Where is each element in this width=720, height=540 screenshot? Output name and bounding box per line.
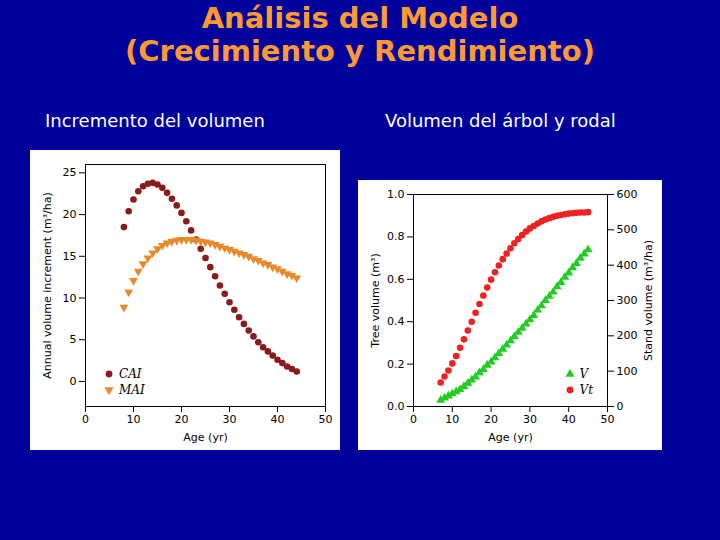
- svg-text:10: 10: [63, 292, 77, 305]
- svg-text:0: 0: [70, 375, 77, 388]
- svg-text:400: 400: [617, 259, 638, 272]
- html-text:Análisis del Modelo: Análisis del Modelo: [201, 1, 519, 35]
- svg-text:600: 600: [617, 188, 638, 201]
- svg-text:50: 50: [601, 413, 615, 426]
- svg-text:40: 40: [271, 413, 285, 426]
- html-text:Volumen del árbol y rodal: Volumen del árbol y rodal: [385, 110, 616, 131]
- svg-text:0.8: 0.8: [387, 230, 405, 243]
- html-text:CAI: CAI: [119, 367, 142, 381]
- svg-text:20: 20: [63, 208, 77, 221]
- svg-text:1.0: 1.0: [387, 188, 405, 201]
- svg-text:20: 20: [484, 413, 498, 426]
- svg-text:0.4: 0.4: [387, 315, 405, 328]
- svg-text:100: 100: [617, 365, 638, 378]
- svg-text:300: 300: [617, 294, 638, 307]
- svg-text:0.0: 0.0: [387, 400, 405, 413]
- svg-text:Annual volume increment (m³/ha: Annual volume increment (m³/ha): [41, 192, 54, 379]
- svg-text:30: 30: [523, 413, 537, 426]
- svg-text:0: 0: [617, 400, 624, 413]
- svg-text:5: 5: [70, 333, 77, 346]
- svg-text:10: 10: [127, 413, 141, 426]
- svg-text:200: 200: [617, 329, 638, 342]
- svg-text:0: 0: [82, 413, 89, 426]
- svg-text:15: 15: [63, 250, 77, 263]
- html-text:(Crecimiento y Rendimiento): (Crecimiento y Rendimiento): [125, 34, 595, 69]
- html-text:V: V: [579, 367, 589, 381]
- svg-text:0: 0: [410, 413, 417, 426]
- svg-text:Tree volume (m³): Tree volume (m³): [369, 253, 382, 348]
- svg-text:20: 20: [175, 413, 189, 426]
- svg-text:25: 25: [63, 166, 77, 179]
- svg-text:30: 30: [223, 413, 237, 426]
- svg-text:0.2: 0.2: [387, 358, 405, 371]
- svg-text:Age (yr): Age (yr): [488, 431, 532, 444]
- svg-text:Stand volume (m³/ha): Stand volume (m³/ha): [642, 240, 655, 361]
- svg-text:10: 10: [445, 413, 459, 426]
- html-text:Vt: Vt: [579, 383, 593, 397]
- svg-text:Age (yr): Age (yr): [183, 431, 227, 444]
- svg-text:0.6: 0.6: [387, 273, 405, 286]
- svg-text:500: 500: [617, 223, 638, 236]
- svg-text:40: 40: [562, 413, 576, 426]
- html-text:MAI: MAI: [119, 383, 145, 397]
- svg-text:50: 50: [319, 413, 333, 426]
- html-text:Incremento del volumen: Incremento del volumen: [45, 110, 265, 131]
